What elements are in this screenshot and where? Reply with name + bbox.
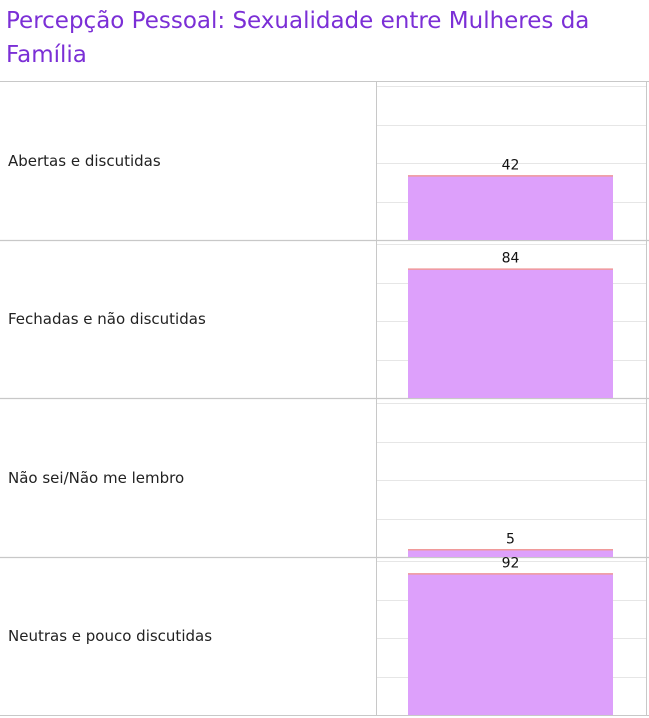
bar bbox=[408, 573, 613, 715]
category-label: Neutras e pouco discutidas bbox=[8, 627, 212, 645]
category-label: Não sei/Não me lembro bbox=[8, 469, 184, 487]
value-label: 42 bbox=[502, 157, 520, 173]
bars bbox=[408, 175, 613, 715]
chart-title: Percepção Pessoal: Sexualidade entre Mul… bbox=[6, 8, 590, 68]
value-label: 5 bbox=[506, 531, 515, 547]
value-label: 84 bbox=[502, 251, 520, 267]
row-dividers bbox=[0, 81, 649, 716]
bar bbox=[408, 549, 613, 557]
value-label: 92 bbox=[502, 555, 520, 571]
bar bbox=[408, 175, 613, 240]
category-labels: 42 Abertas e discutidas 84 Fechadas e não d… bbox=[8, 152, 519, 645]
category-label: Abertas e discutidas bbox=[8, 152, 161, 170]
bar bbox=[408, 268, 613, 398]
category-label: Fechadas e não discutidas bbox=[8, 310, 206, 328]
